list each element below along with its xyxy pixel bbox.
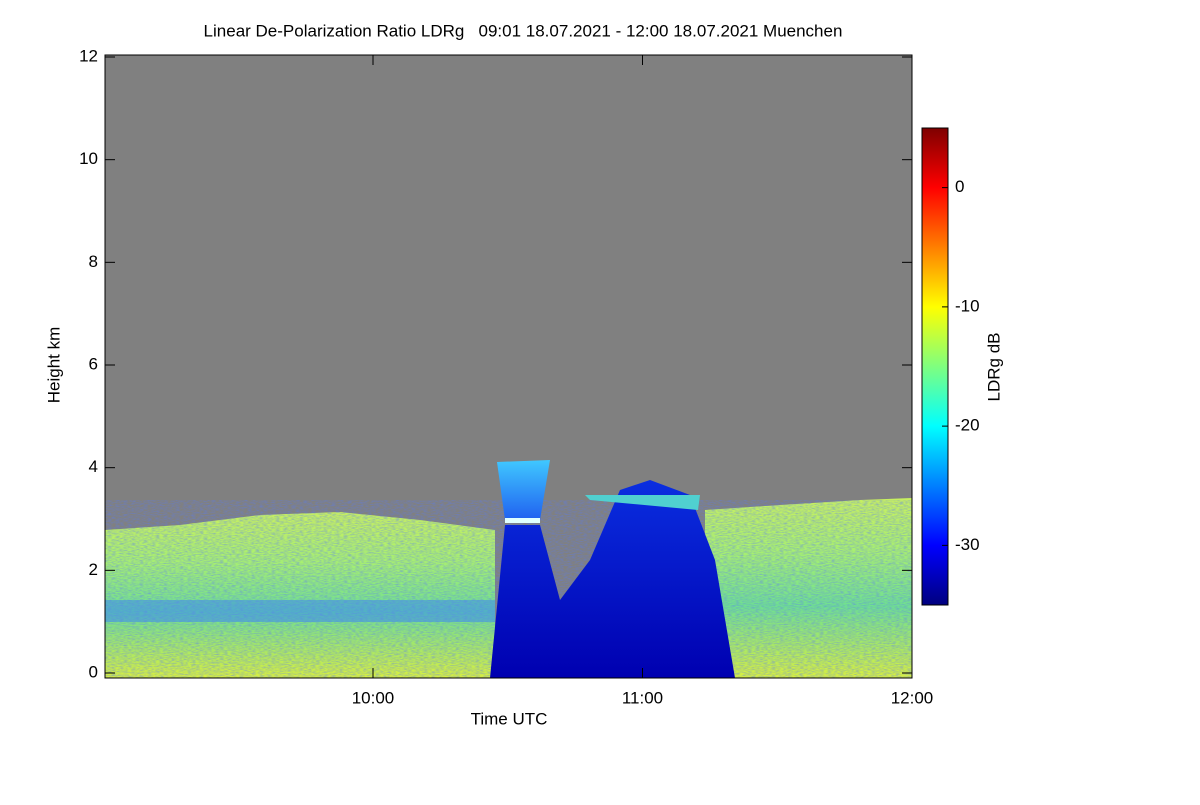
x-tick-label: 12:00 (891, 688, 934, 707)
y-axis-label: Height km (44, 327, 63, 404)
colorbar-tick-label: 0 (955, 177, 964, 196)
colorbar-tick-label: -10 (955, 296, 980, 315)
y-tick-label: 12 (79, 46, 98, 65)
x-tick-label: 11:00 (622, 688, 663, 707)
y-tick-label: 10 (79, 149, 98, 168)
y-tick-label: 4 (89, 457, 98, 476)
y-tick-label: 0 (89, 662, 98, 681)
y-tick-label: 6 (89, 354, 98, 373)
x-tick-label: 10:00 (352, 688, 395, 707)
y-tick-label: 8 (89, 252, 98, 271)
chart-title: Linear De-Polarization Ratio LDRg 09:01 … (204, 21, 843, 40)
plot-field (105, 55, 912, 678)
plot-frame (104, 54, 913, 679)
colorbar-tick-label: -20 (955, 416, 980, 435)
colorbar-tick-label: -30 (955, 535, 980, 554)
x-axis-label: Time UTC (471, 709, 548, 728)
colorbar (921, 127, 949, 606)
colorbar-label: LDRg dB (984, 333, 1003, 402)
y-tick-label: 2 (89, 560, 98, 579)
